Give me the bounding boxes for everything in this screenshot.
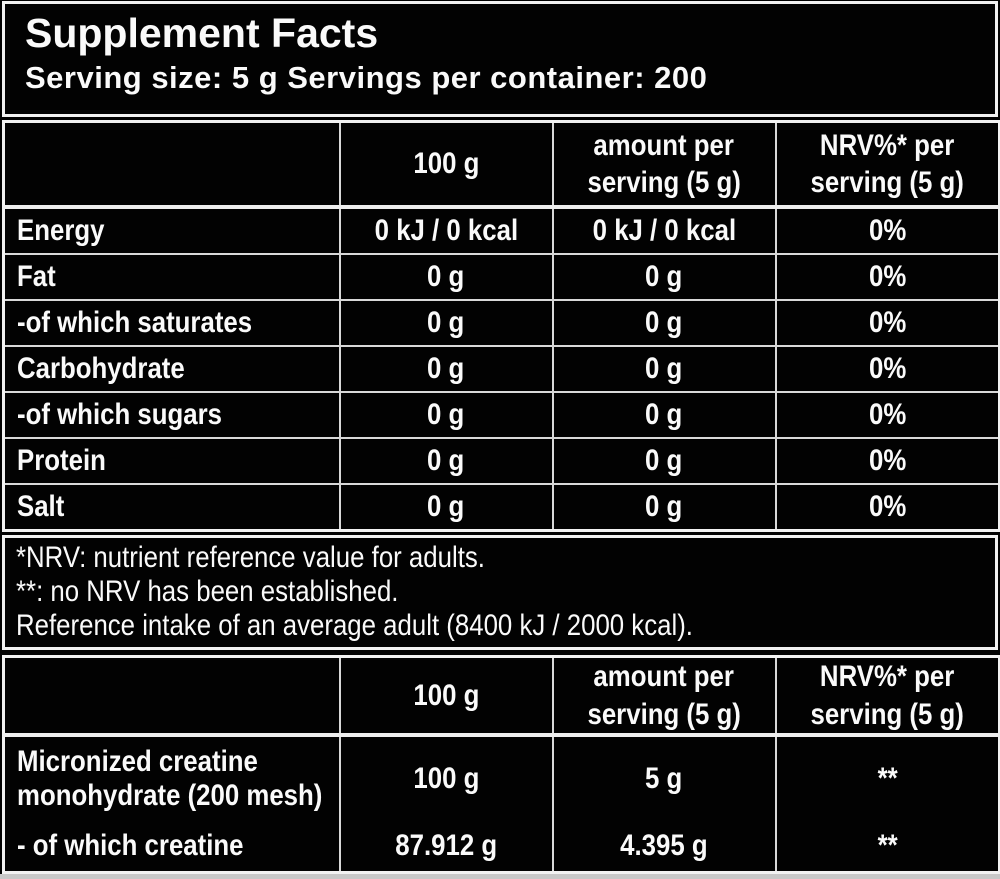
- footnotes: *NRV: nutrient reference value for adult…: [2, 535, 998, 650]
- col-header-amount-per-serving: amount per serving (5 g): [551, 655, 777, 737]
- value-nrv: 0%: [774, 253, 1000, 301]
- value-per-100g: 0 g: [338, 345, 554, 393]
- value-per-serving: 0 g: [551, 483, 777, 532]
- table-row-energy: Energy 0 kJ / 0 kcal 0 kJ / 0 kcal 0%: [2, 206, 1000, 255]
- table-row-saturates: -of which saturates 0 g 0 g 0%: [2, 299, 1000, 347]
- row-label: - of which creatine: [2, 821, 341, 873]
- label-bottom-edge: [0, 874, 1000, 879]
- col-header-nrv-per-serving: NRV%* per serving (5 g): [774, 655, 1000, 737]
- nutrition-table: 100 g amount per serving (5 g) NRV%* per…: [2, 120, 1000, 532]
- value-per-serving: 0 g: [551, 299, 777, 347]
- col-header-100g: 100 g: [338, 120, 554, 209]
- col-header-ingredient: [2, 655, 341, 737]
- value-per-100g: 0 g: [338, 391, 554, 439]
- value-per-serving: 0 kJ / 0 kcal: [551, 206, 777, 255]
- table-row-fat: Fat 0 g 0 g 0%: [2, 253, 1000, 301]
- table-row-carbohydrate: Carbohydrate 0 g 0 g 0%: [2, 345, 1000, 393]
- row-label: Protein: [2, 437, 341, 485]
- value-per-100g: 87.912 g: [338, 821, 554, 873]
- table-row-creatine-monohydrate: Micronized creatine monohydrate (200 mes…: [2, 735, 1000, 821]
- serving-info: Serving size: 5 g Servings per container…: [25, 59, 708, 95]
- value-per-serving: 0 g: [551, 253, 777, 301]
- value-per-100g: 0 g: [338, 437, 554, 485]
- row-label: Salt: [2, 483, 341, 532]
- value-per-serving: 0 g: [551, 391, 777, 439]
- label-title: Supplement Facts: [25, 10, 379, 56]
- col-header-nutrient: [2, 120, 341, 209]
- col-header-nrv-per-serving: NRV%* per serving (5 g): [774, 120, 1000, 209]
- row-label: Carbohydrate: [2, 345, 341, 393]
- value-per-serving: 5 g: [551, 735, 777, 821]
- footnote-nrv: *NRV: nutrient reference value for adult…: [16, 541, 485, 574]
- row-label: -of which sugars: [2, 391, 341, 439]
- label-header: Supplement Facts Serving size: 5 g Servi…: [2, 1, 998, 117]
- value-nrv: 0%: [774, 391, 1000, 439]
- value-per-100g: 0 g: [338, 483, 554, 532]
- ingredient-table: 100 g amount per serving (5 g) NRV%* per…: [2, 655, 1000, 874]
- value-nrv: **: [774, 735, 1000, 821]
- value-nrv: 0%: [774, 299, 1000, 347]
- table-row-of-which-creatine: - of which creatine 87.912 g 4.395 g **: [2, 821, 1000, 873]
- value-nrv: 0%: [774, 345, 1000, 393]
- header-row: 100 g amount per serving (5 g) NRV%* per…: [2, 120, 1000, 209]
- value-per-serving: 0 g: [551, 345, 777, 393]
- col-header-100g: 100 g: [338, 655, 554, 737]
- value-per-100g: 100 g: [338, 735, 554, 821]
- value-per-100g: 0 kJ / 0 kcal: [338, 206, 554, 255]
- ingredient-table-header: 100 g amount per serving (5 g) NRV%* per…: [2, 655, 1000, 737]
- value-per-serving: 4.395 g: [551, 821, 777, 873]
- value-per-100g: 0 g: [338, 253, 554, 301]
- row-label: -of which saturates: [2, 299, 341, 347]
- row-label: Energy: [2, 206, 341, 255]
- table-row-sugars: -of which sugars 0 g 0 g 0%: [2, 391, 1000, 439]
- header-row: 100 g amount per serving (5 g) NRV%* per…: [2, 655, 1000, 737]
- footnote-no-nrv: **: no NRV has been established.: [16, 575, 399, 608]
- row-label: Fat: [2, 253, 341, 301]
- value-per-100g: 0 g: [338, 299, 554, 347]
- footnote-reference-intake: Reference intake of an average adult (84…: [16, 609, 693, 642]
- row-label: Micronized creatine monohydrate (200 mes…: [2, 735, 341, 821]
- col-header-amount-per-serving: amount per serving (5 g): [551, 120, 777, 209]
- value-nrv: 0%: [774, 437, 1000, 485]
- value-per-serving: 0 g: [551, 437, 777, 485]
- nutrition-table-header: 100 g amount per serving (5 g) NRV%* per…: [2, 120, 1000, 209]
- value-nrv: 0%: [774, 483, 1000, 532]
- value-nrv: **: [774, 821, 1000, 873]
- value-nrv: 0%: [774, 206, 1000, 255]
- table-row-protein: Protein 0 g 0 g 0%: [2, 437, 1000, 485]
- table-row-salt: Salt 0 g 0 g 0%: [2, 483, 1000, 532]
